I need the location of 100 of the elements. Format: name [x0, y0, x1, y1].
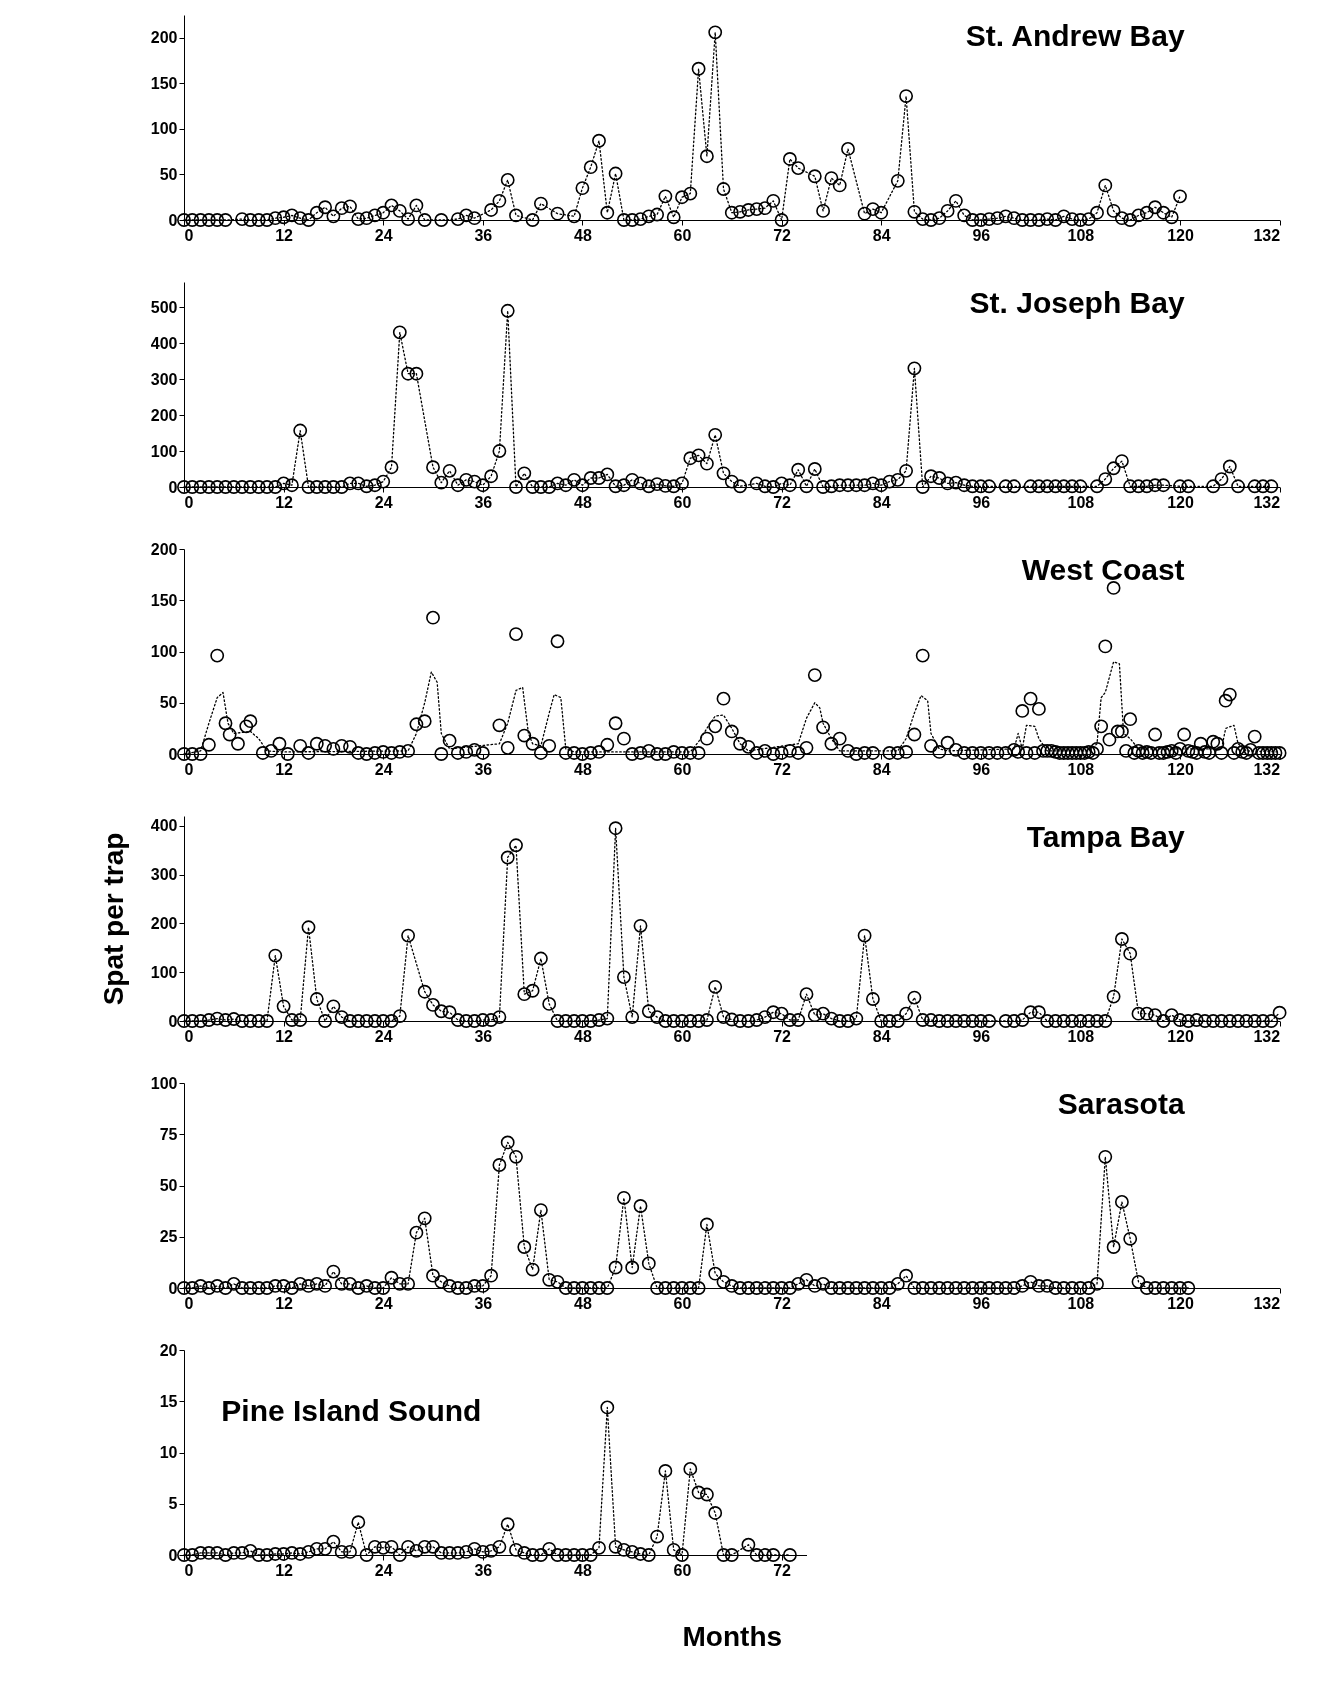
x-tick-label: 12 [275, 1027, 294, 1045]
x-tick-label: 48 [574, 1294, 592, 1312]
x-tick-label: 24 [374, 1027, 393, 1045]
y-tick-label: 5 [168, 1495, 178, 1513]
x-tick-label: 12 [275, 1561, 294, 1579]
x-tick-label: 96 [972, 1294, 991, 1312]
x-tick-label: 48 [574, 226, 592, 244]
y-tick-label: 50 [159, 165, 178, 183]
y-tick-label: 100 [150, 1074, 178, 1092]
y-tick-label: 15 [159, 1392, 178, 1410]
x-tick-label: 48 [574, 760, 592, 778]
x-tick-label: 120 [1167, 1294, 1194, 1312]
x-tick-label: 60 [673, 1027, 692, 1045]
y-tick-label: 200 [150, 406, 178, 424]
x-tick-label: 132 [1253, 1294, 1281, 1312]
x-tick-label: 108 [1067, 1294, 1095, 1312]
x-tick-label: 36 [474, 1561, 493, 1579]
x-tick-label: 36 [474, 226, 493, 244]
chart-title: Sarasota [1057, 1087, 1185, 1120]
x-tick-label: 0 [184, 226, 194, 244]
x-tick-label: 0 [184, 760, 194, 778]
x-tick-label: 0 [184, 493, 194, 511]
y-tick-label: 300 [150, 370, 178, 388]
x-tick-label: 72 [773, 1561, 792, 1579]
y-tick-label: 25 [159, 1228, 178, 1246]
x-tick-label: 96 [972, 760, 991, 778]
x-tick-label: 36 [474, 760, 493, 778]
x-tick-label: 36 [474, 493, 493, 511]
x-tick-label: 108 [1067, 1027, 1095, 1045]
x-tick-label: 12 [275, 226, 294, 244]
x-tick-label: 60 [673, 493, 692, 511]
y-tick-label: 100 [150, 120, 178, 138]
x-tick-label: 12 [275, 1294, 294, 1312]
x-tick-label: 36 [474, 1027, 493, 1045]
x-tick-label: 84 [872, 493, 891, 511]
x-tick-label: 84 [872, 1294, 891, 1312]
x-tick-label: 84 [872, 226, 891, 244]
y-tick-label: 150 [150, 74, 178, 92]
x-tick-label: 72 [773, 760, 792, 778]
x-tick-label: 60 [673, 1561, 692, 1579]
x-tick-label: 48 [574, 493, 592, 511]
y-tick-label: 400 [150, 817, 178, 835]
x-tick-label: 96 [972, 493, 991, 511]
x-tick-label: 108 [1067, 760, 1095, 778]
y-tick-label: 0 [168, 211, 178, 229]
y-tick-label: 200 [150, 540, 178, 558]
x-tick-label: 12 [275, 760, 294, 778]
x-tick-label: 120 [1167, 1027, 1194, 1045]
text: Pine Island Sound [221, 1393, 482, 1427]
x-tick-label: 24 [374, 1561, 393, 1579]
x-tick-label: 48 [574, 1561, 592, 1579]
x-tick-label: 132 [1253, 493, 1281, 511]
x-tick-label: 0 [184, 1294, 194, 1312]
y-tick-label: 150 [150, 591, 178, 609]
x-tick-label: 120 [1167, 226, 1194, 244]
y-tick-label: 75 [159, 1125, 178, 1143]
y-tick-label: 10 [159, 1444, 178, 1461]
y-tick-label: 0 [168, 745, 178, 763]
chart-title: St. Joseph Bay [969, 286, 1185, 319]
x-tick-label: 120 [1167, 760, 1194, 778]
x-tick-label: 120 [1167, 493, 1194, 511]
x-tick-label: 0 [184, 1027, 194, 1045]
y-tick-label: 0 [168, 1012, 178, 1030]
x-tick-label: 60 [673, 226, 692, 244]
x-tick-label: 72 [773, 1027, 792, 1045]
y-tick-label: 400 [150, 334, 178, 352]
y-tick-label: 200 [150, 914, 178, 932]
y-tick-label: 500 [150, 298, 178, 316]
chart-title: Tampa Bay [1026, 820, 1185, 853]
x-tick-label: 24 [374, 226, 393, 244]
y-axis-title: Spat per trap [97, 832, 129, 1006]
x-tick-label: 12 [275, 493, 294, 511]
x-tick-label: 132 [1253, 760, 1281, 778]
y-tick-label: 300 [150, 866, 178, 884]
y-tick-label: 50 [159, 1177, 178, 1194]
y-tick-label: 0 [168, 1279, 178, 1297]
x-tick-label: 108 [1067, 493, 1095, 511]
x-tick-label: 60 [673, 1294, 692, 1312]
chart-title: West Coast [1021, 553, 1185, 586]
y-tick-label: 50 [159, 694, 178, 712]
x-tick-label: 24 [374, 493, 393, 511]
x-tick-label: 36 [474, 1294, 493, 1312]
chart-title: St. Andrew Bay [965, 19, 1185, 52]
x-tick-label: 96 [972, 226, 991, 244]
y-tick-label: 0 [168, 478, 178, 496]
x-tick-label: 48 [574, 1027, 592, 1045]
y-tick-label: 100 [150, 963, 178, 981]
x-tick-label: 132 [1253, 1027, 1281, 1045]
x-tick-label: 84 [872, 1027, 891, 1045]
x-tick-label: 24 [374, 760, 393, 778]
y-tick-label: 100 [150, 643, 178, 660]
y-tick-label: 200 [150, 29, 178, 47]
x-tick-label: 72 [773, 1294, 792, 1312]
x-tick-label: 108 [1067, 226, 1095, 244]
x-tick-label: 132 [1253, 226, 1281, 244]
y-tick-label: 0 [168, 1546, 178, 1564]
x-tick-label: 84 [872, 760, 891, 778]
y-tick-label: 20 [159, 1341, 178, 1359]
x-tick-label: 72 [773, 493, 792, 511]
x-tick-label: 24 [374, 1294, 393, 1312]
